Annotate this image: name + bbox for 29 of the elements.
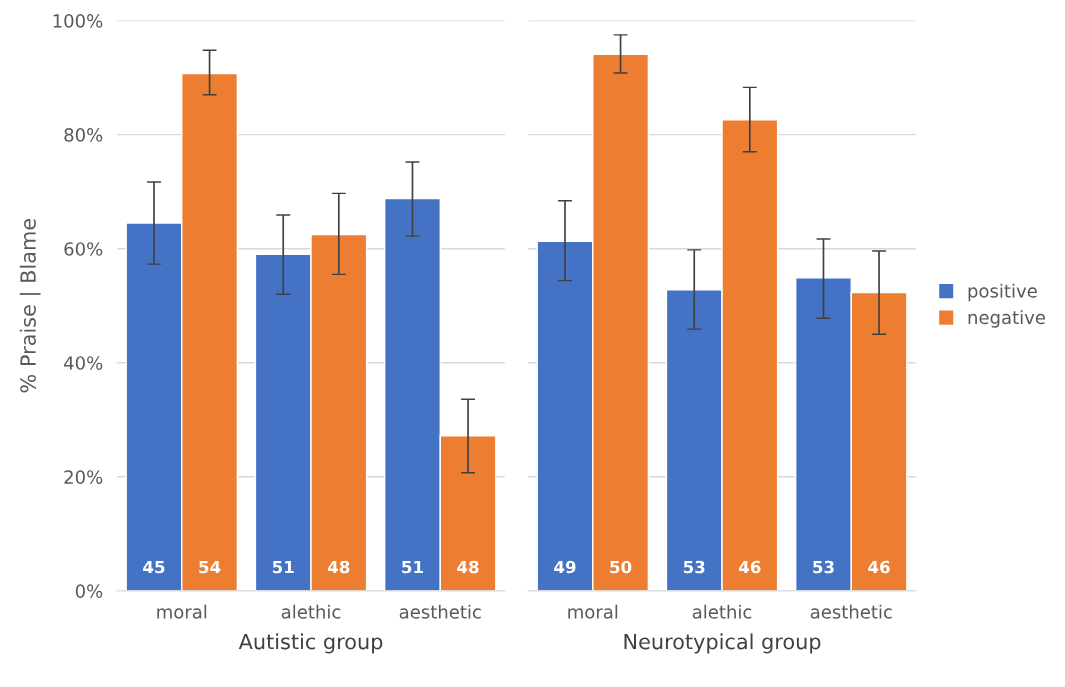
y-axis-title: % Praise | Blame xyxy=(19,219,41,393)
legend-label: negative xyxy=(968,310,1045,328)
y-tick-label: 20% xyxy=(64,470,103,484)
x-tick-label: moral xyxy=(568,604,618,619)
annotation: 48 xyxy=(457,560,479,574)
annotation: 53 xyxy=(683,560,705,574)
legend-label: positive xyxy=(968,283,1037,302)
annotation: 54 xyxy=(199,560,221,574)
y-tick-label: 0% xyxy=(75,584,103,598)
x-tick-label: moral xyxy=(157,604,207,619)
y-tick-label: 40% xyxy=(64,356,103,370)
annotation: 53 xyxy=(813,560,834,574)
annotation: 50 xyxy=(610,560,632,574)
annotation: 46 xyxy=(738,560,761,574)
y-tick-label: 80% xyxy=(64,128,103,142)
annotation: 46 xyxy=(868,560,890,574)
x-axis-title: Autistic group xyxy=(238,633,383,654)
y-tick-label: 60% xyxy=(64,242,103,256)
x-tick-label: aesthetic xyxy=(399,604,481,619)
x-axis-title: Neurotypical group xyxy=(624,633,821,654)
y-tick-label: 100% xyxy=(53,14,103,28)
annotation: 49 xyxy=(554,560,576,574)
annotation: 51 xyxy=(272,560,294,574)
annotation: 45 xyxy=(143,560,165,574)
x-tick-label: alethic xyxy=(281,604,341,619)
x-tick-label: aesthetic xyxy=(810,604,892,619)
x-tick-label: alethic xyxy=(692,604,752,619)
annotation: 48 xyxy=(327,560,350,574)
annotation: 51 xyxy=(402,560,423,574)
